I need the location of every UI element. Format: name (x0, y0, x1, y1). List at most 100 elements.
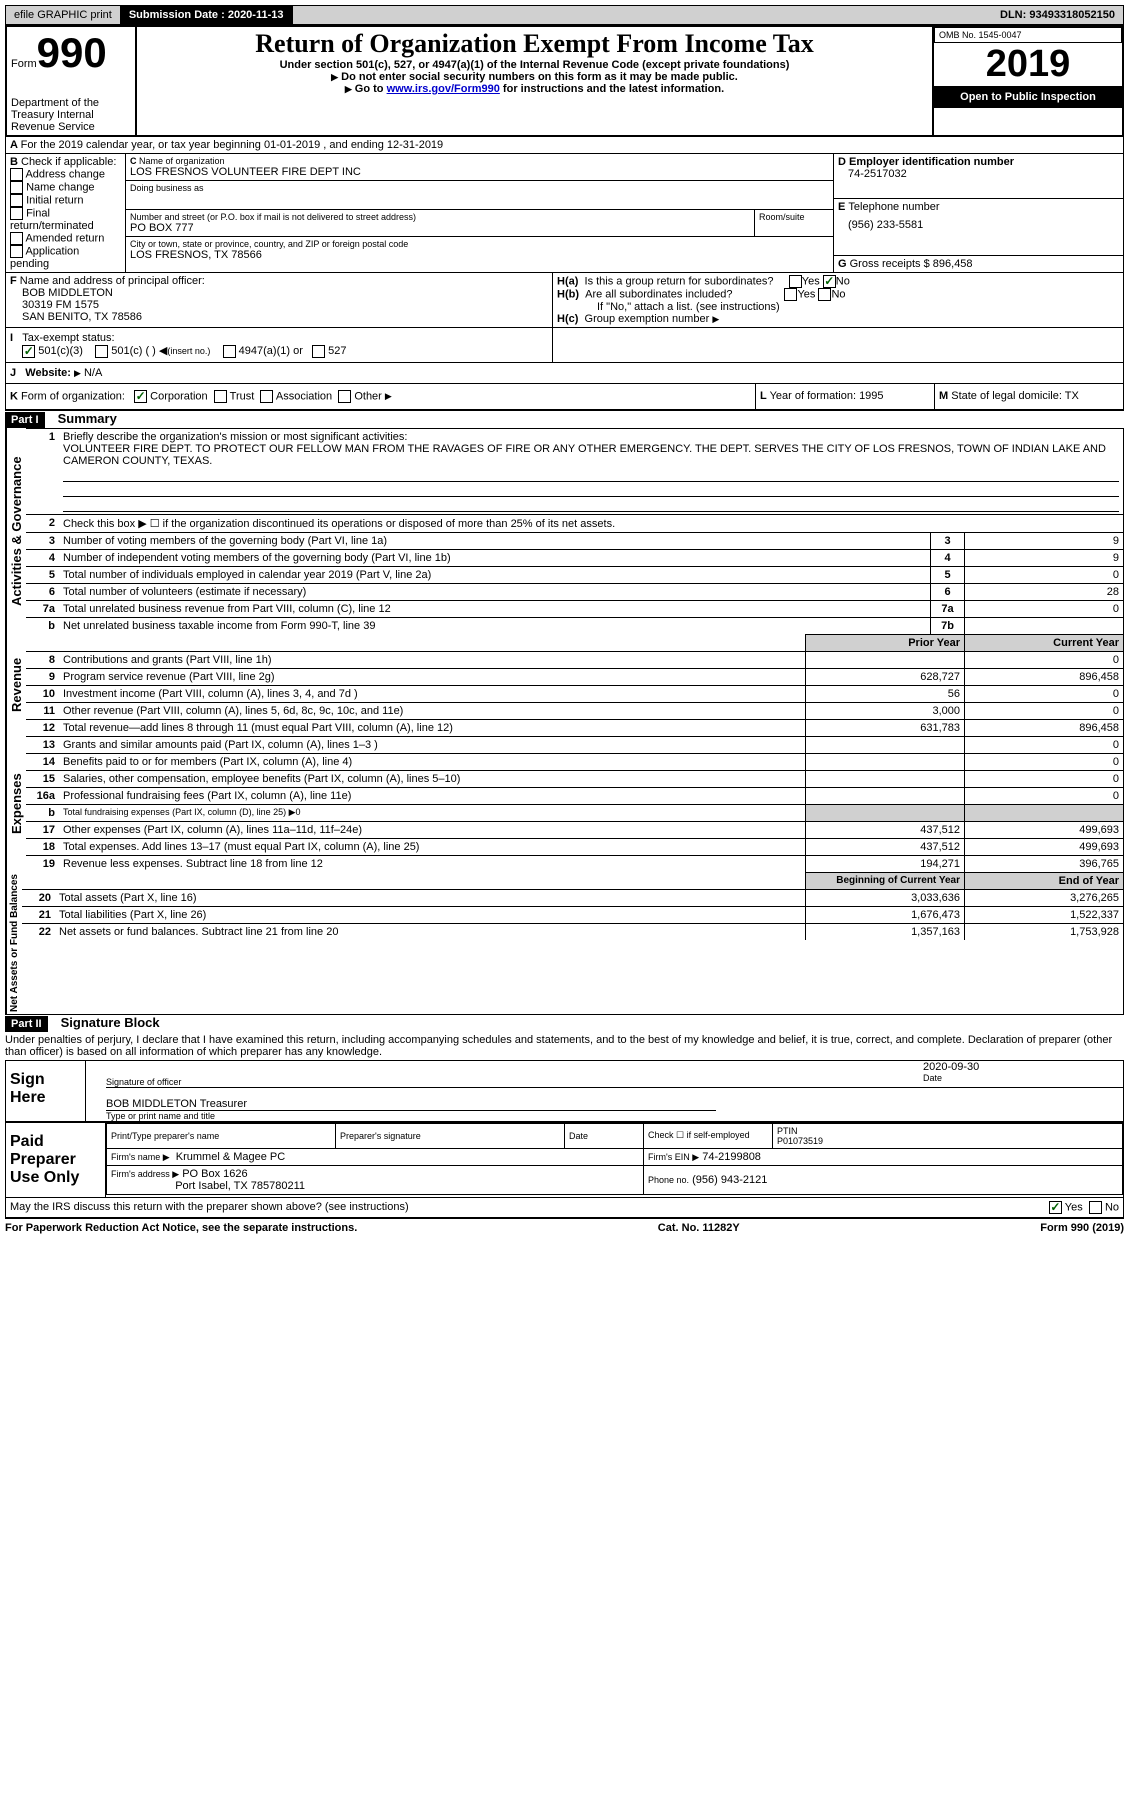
line5-value: 0 (965, 566, 1124, 583)
instructions-link[interactable]: www.irs.gov/Form990 (387, 83, 500, 95)
type-name-label: Type or print name and title (106, 1111, 1123, 1121)
app-pending-checkbox[interactable] (10, 245, 23, 258)
discontinued-line: Check this box ▶ ☐ if the organization d… (59, 514, 1123, 532)
sign-here-label: Sign Here (6, 1061, 86, 1121)
group-return-label: Is this a group return for subordinates? (585, 275, 774, 287)
ein-label: Employer identification number (849, 156, 1014, 168)
city-value: LOS FRESNOS, TX 78566 (130, 249, 829, 261)
ha-yes-checkbox[interactable] (789, 275, 802, 288)
form-header-grid: Form990 Department of the Treasury Inter… (5, 25, 1124, 137)
current-year-header: Current Year (965, 634, 1124, 651)
amended-label: Amended return (25, 232, 104, 244)
city-label: City or town, state or province, country… (130, 239, 829, 249)
year-formation-label: Year of formation: (770, 390, 856, 402)
street-label: Number and street (or P.O. box if mail i… (130, 212, 750, 222)
line21-text: Total liabilities (Part X, line 26) (55, 906, 806, 923)
footer-cat: Cat. No. 11282Y (658, 1222, 740, 1234)
officer-street: 30319 FM 1575 (22, 299, 548, 311)
paid-preparer-label: Paid Preparer Use Only (6, 1123, 106, 1197)
line19-text: Revenue less expenses. Subtract line 18 … (59, 855, 806, 872)
phone-label: Telephone number (848, 201, 939, 213)
gross-value: 896,458 (933, 258, 973, 270)
name-change-label: Name change (26, 181, 95, 193)
527-checkbox[interactable] (312, 345, 325, 358)
subtitle-section: Under section 501(c), 527, or 4947(a)(1)… (141, 59, 928, 71)
discuss-no-checkbox[interactable] (1089, 1201, 1102, 1214)
no-note: If "No," attach a list. (see instruction… (597, 301, 1119, 313)
box-b: B Check if applicable: Address change Na… (6, 154, 126, 272)
begin-year-header: Beginning of Current Year (806, 872, 965, 889)
addr-change-checkbox[interactable] (10, 168, 23, 181)
hb-no-checkbox[interactable] (818, 288, 831, 301)
arrow-icon (712, 313, 719, 325)
line12-text: Total revenue—add lines 8 through 11 (mu… (59, 719, 806, 736)
end-year-header: End of Year (965, 872, 1124, 889)
k-l-m-row: K Form of organization: Corporation Trus… (5, 384, 1124, 410)
year-formation-value: 1995 (859, 390, 883, 402)
addr-change-label: Address change (25, 168, 105, 180)
line15-text: Salaries, other compensation, employee b… (59, 770, 806, 787)
website-row: J Website: N/A (5, 362, 1124, 384)
form-number: 990 (37, 29, 107, 76)
4947-checkbox[interactable] (223, 345, 236, 358)
trust-checkbox[interactable] (214, 390, 227, 403)
line11-text: Other revenue (Part VIII, column (A), li… (59, 702, 806, 719)
org-name-label: Name of organization (139, 156, 225, 166)
website-value: N/A (84, 367, 102, 379)
line18-text: Total expenses. Add lines 13–17 (must eq… (59, 838, 806, 855)
part1-header-row: Part I Summary (5, 410, 1124, 428)
sig-date: 2020-09-30 (923, 1061, 1123, 1073)
omb-number: OMB No. 1545-0047 (934, 27, 1122, 43)
corp-checkbox[interactable] (134, 390, 147, 403)
form-year: 2019 (934, 43, 1122, 86)
sidebar-governance: Activities & Governance (6, 428, 26, 634)
form-number-cell: Form990 Department of the Treasury Inter… (6, 26, 136, 136)
sig-officer-label: Signature of officer (106, 1077, 923, 1087)
officer-name: BOB MIDDLETON (22, 287, 548, 299)
year-cell: OMB No. 1545-0047 2019 Open to Public In… (933, 26, 1123, 136)
box-c: C Name of organization LOS FRESNOS VOLUN… (126, 154, 833, 272)
sidebar-net-assets: Net Assets or Fund Balances (6, 872, 22, 1014)
net-assets-section: Net Assets or Fund Balances Beginning of… (5, 872, 1124, 1015)
check-if-label: Check if applicable: (21, 156, 116, 168)
initial-return-label: Initial return (26, 194, 83, 206)
assoc-checkbox[interactable] (260, 390, 273, 403)
footer-left: For Paperwork Reduction Act Notice, see … (5, 1222, 357, 1234)
line10-text: Investment income (Part VIII, column (A)… (59, 685, 806, 702)
ptin-label: PTIN (777, 1126, 798, 1136)
box-h: H(a) Is this a group return for subordin… (553, 273, 1123, 327)
website-label: Website: (25, 367, 71, 379)
part1-title: Summary (58, 411, 117, 426)
name-change-checkbox[interactable] (10, 181, 23, 194)
phone-value: (956) 233-5581 (848, 219, 1119, 231)
arrow-icon (385, 390, 392, 402)
efile-header-bar: efile GRAPHIC print Submission Date : 20… (5, 5, 1124, 25)
footer-form: Form 990 (2019) (1040, 1222, 1124, 1234)
goto-post: for instructions and the latest informat… (500, 83, 724, 95)
part2-label: Part II (5, 1016, 48, 1032)
org-info-grid: B Check if applicable: Address change Na… (5, 154, 1124, 272)
firm-addr2: Port Isabel, TX 785780211 (175, 1180, 305, 1192)
line5-text: Total number of individuals employed in … (59, 566, 931, 583)
line7b-value (965, 617, 1124, 634)
line16b-text: Total fundraising expenses (Part IX, col… (59, 804, 806, 821)
street-value: PO BOX 777 (130, 222, 750, 234)
box-f: F Name and address of principal officer:… (6, 273, 553, 327)
ha-no-checkbox[interactable] (823, 275, 836, 288)
other-checkbox[interactable] (338, 390, 351, 403)
discuss-yes-checkbox[interactable] (1049, 1201, 1062, 1214)
final-return-checkbox[interactable] (10, 207, 23, 220)
final-return-label: Final return/terminated (10, 207, 94, 232)
goto-pre: Go to (355, 83, 387, 95)
501c3-checkbox[interactable] (22, 345, 35, 358)
mission-label: Briefly describe the organization's miss… (63, 431, 407, 443)
line4-text: Number of independent voting members of … (59, 549, 931, 566)
hb-yes-checkbox[interactable] (784, 288, 797, 301)
501c-checkbox[interactable] (95, 345, 108, 358)
firm-addr1: PO Box 1626 (182, 1168, 247, 1180)
discuss-row: May the IRS discuss this return with the… (5, 1198, 1124, 1218)
amended-checkbox[interactable] (10, 232, 23, 245)
initial-return-checkbox[interactable] (10, 194, 23, 207)
firm-phone: (956) 943-2121 (692, 1174, 767, 1186)
preparer-block: Paid Preparer Use Only Print/Type prepar… (5, 1122, 1124, 1198)
